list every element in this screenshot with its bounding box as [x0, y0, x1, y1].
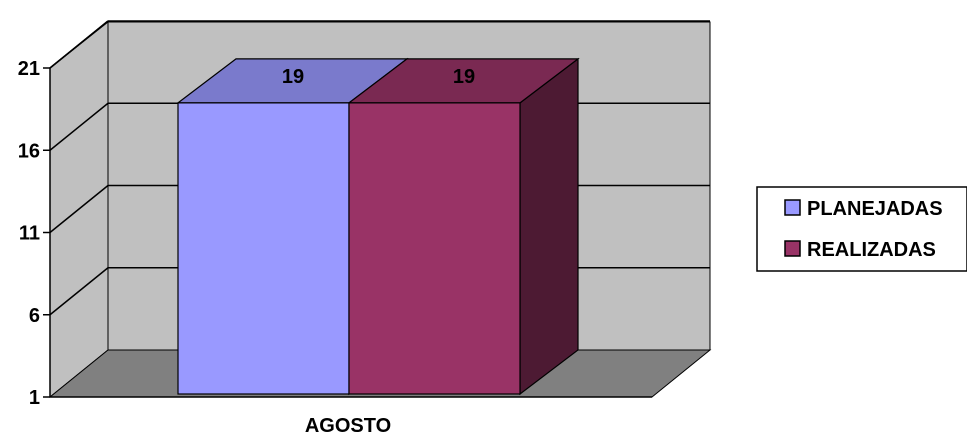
- gridline-side: [49, 267, 109, 316]
- bar-front: [177, 102, 350, 395]
- y-tick-label: 16: [18, 140, 40, 162]
- data-label: 19: [453, 66, 475, 88]
- y-tick-label: 1: [29, 387, 40, 409]
- legend-label-realizadas: REALIZADAS: [807, 239, 936, 261]
- gridline-side: [49, 20, 109, 69]
- y-tick-label: 6: [29, 305, 40, 327]
- legend-swatch-planejadas: [784, 199, 801, 216]
- bar-realizadas: 19: [347, 57, 580, 396]
- legend-swatch-realizadas: [784, 240, 801, 257]
- bars: 19 19: [176, 57, 580, 396]
- bar-front: [348, 102, 521, 395]
- category-label: AGOSTO: [305, 415, 391, 437]
- data-label: 19: [282, 66, 304, 88]
- y-tick-label: 11: [19, 223, 40, 245]
- bar-side: [519, 57, 579, 396]
- legend-label-planejadas: PLANEJADAS: [807, 198, 943, 220]
- legend: PLANEJADAS REALIZADAS: [756, 186, 967, 272]
- y-tick-label: 21: [18, 58, 40, 80]
- gridline-side: [49, 184, 109, 234]
- gridline-side: [49, 102, 109, 151]
